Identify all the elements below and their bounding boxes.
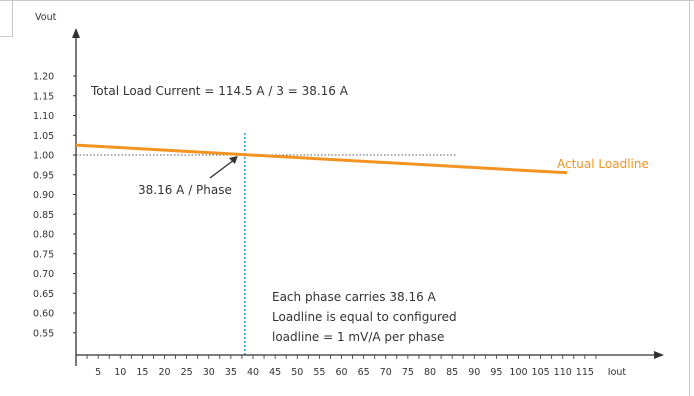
x-tick-label: 20 bbox=[158, 367, 170, 378]
y-tick-label: 0.80 bbox=[33, 230, 54, 241]
x-tick-label: 10 bbox=[114, 367, 126, 378]
x-tick-label: 35 bbox=[225, 367, 237, 378]
x-tick-label: 70 bbox=[380, 367, 392, 378]
note-line-2: Loadline is equal to configured bbox=[272, 310, 457, 324]
x-tick-label: 45 bbox=[269, 367, 281, 378]
x-tick-label: 90 bbox=[468, 367, 480, 378]
series bbox=[75, 143, 568, 175]
y-tick-label: 1.15 bbox=[33, 91, 54, 102]
actual-loadline-label: Actual Loadline bbox=[557, 157, 649, 171]
x-tick-label: 105 bbox=[532, 367, 550, 378]
actual-loadline-series bbox=[75, 143, 568, 175]
tick-labels: Vout 0.55 0.60 0.65 0.70 0.75 0.80 0.85 0.90 0.95… bbox=[33, 12, 626, 378]
axes bbox=[72, 28, 664, 366]
x-axis-label: Iout bbox=[608, 367, 627, 378]
y-tick-label: 1.10 bbox=[33, 111, 54, 122]
x-tick-label: 65 bbox=[358, 367, 370, 378]
y-tick-label: 0.70 bbox=[33, 269, 54, 280]
y-tick-label: 0.90 bbox=[33, 190, 54, 201]
x-tick-label: 50 bbox=[291, 367, 303, 378]
per-phase-arrow-icon bbox=[228, 156, 238, 164]
x-tick-label: 95 bbox=[490, 367, 502, 378]
y-tick-label: 0.75 bbox=[33, 249, 54, 260]
x-tick-label: 55 bbox=[313, 367, 325, 378]
note-line-3: loadline = 1 mV/A per phase bbox=[272, 330, 444, 344]
y-tick-label: 0.60 bbox=[33, 309, 54, 320]
y-tick-label: 1.00 bbox=[33, 151, 54, 162]
x-tick-label: 75 bbox=[402, 367, 414, 378]
y-tick-label: 0.95 bbox=[33, 170, 54, 181]
per-phase-arrow-line bbox=[209, 159, 235, 179]
y-axis-arrow-icon bbox=[72, 28, 80, 38]
x-tick-label: 115 bbox=[576, 367, 594, 378]
x-tick-label: 100 bbox=[509, 367, 527, 378]
y-tick-label: 0.65 bbox=[33, 289, 54, 300]
note-line-1: Each phase carries 38.16 A bbox=[272, 290, 437, 304]
x-tick-label: 40 bbox=[247, 367, 259, 378]
x-tick-label: 25 bbox=[181, 367, 193, 378]
y-tick-label: 1.05 bbox=[33, 131, 54, 142]
y-tick-label: 1.20 bbox=[33, 72, 54, 83]
y-axis-label: Vout bbox=[35, 12, 57, 23]
x-tick-label: 15 bbox=[136, 367, 148, 378]
x-tick-label: 80 bbox=[424, 367, 436, 378]
x-tick-label: 30 bbox=[203, 367, 215, 378]
per-phase-annotation: 38.16 A / Phase bbox=[138, 183, 232, 197]
y-tick-label: 0.85 bbox=[33, 210, 54, 221]
x-tick-label: 5 bbox=[95, 367, 101, 378]
x-axis-arrow-icon bbox=[654, 351, 664, 359]
x-tick-label: 85 bbox=[446, 367, 458, 378]
annotations: Total Load Current = 114.5 A / 3 = 38.16… bbox=[90, 84, 649, 344]
x-tick-label: 60 bbox=[335, 367, 347, 378]
y-tick-label: 0.55 bbox=[33, 328, 54, 339]
x-tick-label: 110 bbox=[554, 367, 572, 378]
total-load-annotation: Total Load Current = 114.5 A / 3 = 38.16… bbox=[90, 84, 349, 98]
